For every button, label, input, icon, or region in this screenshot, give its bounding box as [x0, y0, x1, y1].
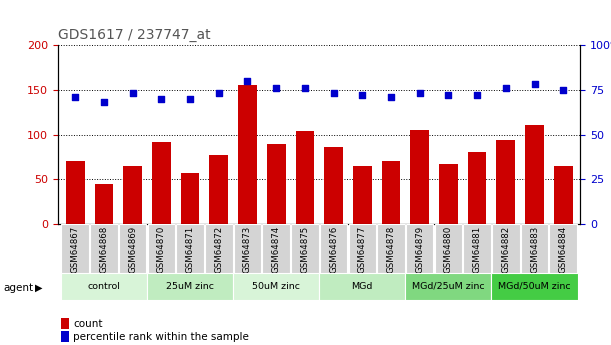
Bar — [525, 125, 544, 224]
Bar — [549, 224, 577, 273]
Bar — [66, 161, 84, 224]
Bar — [468, 151, 486, 224]
Point — [472, 92, 482, 98]
Bar — [177, 224, 204, 273]
Bar — [90, 224, 118, 273]
Text: agent: agent — [3, 283, 33, 293]
Bar — [320, 224, 348, 273]
Text: 50uM zinc: 50uM zinc — [252, 282, 300, 291]
Text: GSM64881: GSM64881 — [473, 226, 481, 274]
Bar — [491, 273, 577, 299]
Bar — [119, 224, 147, 273]
Text: GSM64880: GSM64880 — [444, 226, 453, 274]
Bar — [319, 273, 405, 299]
Text: GSM64877: GSM64877 — [358, 226, 367, 274]
Bar — [492, 224, 519, 273]
Text: GSM64883: GSM64883 — [530, 226, 539, 274]
Point — [501, 85, 511, 91]
Text: ▶: ▶ — [35, 283, 43, 293]
Point — [558, 87, 568, 92]
Bar — [405, 273, 491, 299]
Text: GSM64878: GSM64878 — [387, 226, 395, 274]
Bar — [497, 140, 515, 224]
Bar — [148, 224, 175, 273]
Bar — [324, 147, 343, 224]
Bar — [463, 224, 491, 273]
Text: GSM64871: GSM64871 — [186, 226, 194, 274]
Bar — [382, 161, 400, 224]
Text: MGd/50uM zinc: MGd/50uM zinc — [498, 282, 571, 291]
Text: MGd: MGd — [351, 282, 373, 291]
Bar — [411, 130, 429, 224]
Bar — [123, 166, 142, 224]
Bar — [95, 184, 113, 224]
Point — [530, 81, 540, 87]
Bar — [205, 224, 233, 273]
Bar — [377, 224, 404, 273]
Bar — [439, 164, 458, 224]
Bar — [210, 155, 228, 224]
Point — [128, 90, 137, 96]
Text: GSM64867: GSM64867 — [71, 226, 80, 274]
Point — [271, 85, 281, 91]
Point — [156, 96, 166, 101]
Bar — [521, 224, 548, 273]
Bar — [291, 224, 319, 273]
Bar — [234, 224, 262, 273]
Text: GSM64873: GSM64873 — [243, 226, 252, 274]
Point — [444, 92, 453, 98]
Text: 25uM zinc: 25uM zinc — [166, 282, 214, 291]
Bar — [181, 173, 199, 224]
Point — [185, 96, 195, 101]
Point — [214, 90, 224, 96]
Text: GSM64872: GSM64872 — [214, 226, 223, 274]
Point — [415, 90, 425, 96]
Point — [99, 99, 109, 105]
Text: percentile rank within the sample: percentile rank within the sample — [73, 332, 249, 342]
Text: GDS1617 / 237747_at: GDS1617 / 237747_at — [58, 28, 211, 42]
Bar — [296, 131, 314, 224]
Text: GSM64879: GSM64879 — [415, 226, 424, 273]
Bar — [147, 273, 233, 299]
Bar — [238, 85, 257, 224]
Bar — [62, 224, 89, 273]
Bar — [348, 224, 376, 273]
Point — [329, 90, 338, 96]
Point — [243, 78, 252, 83]
Bar — [554, 166, 573, 224]
Bar — [152, 142, 170, 224]
Text: MGd/25uM zinc: MGd/25uM zinc — [412, 282, 485, 291]
Text: GSM64875: GSM64875 — [301, 226, 309, 274]
Bar — [406, 224, 433, 273]
Point — [70, 94, 80, 100]
Text: control: control — [87, 282, 120, 291]
Text: GSM64882: GSM64882 — [501, 226, 510, 274]
Text: count: count — [73, 319, 103, 328]
Bar — [61, 273, 147, 299]
Bar — [267, 144, 285, 224]
Text: GSM64869: GSM64869 — [128, 226, 137, 273]
Text: GSM64870: GSM64870 — [157, 226, 166, 274]
Text: GSM64868: GSM64868 — [100, 226, 109, 274]
Bar — [233, 273, 319, 299]
Bar — [434, 224, 462, 273]
Point — [300, 85, 310, 91]
Text: GSM64884: GSM64884 — [558, 226, 568, 274]
Point — [386, 94, 396, 100]
Text: GSM64876: GSM64876 — [329, 226, 338, 274]
Bar — [353, 166, 371, 224]
Text: GSM64874: GSM64874 — [272, 226, 280, 274]
Bar — [262, 224, 290, 273]
Point — [357, 92, 367, 98]
